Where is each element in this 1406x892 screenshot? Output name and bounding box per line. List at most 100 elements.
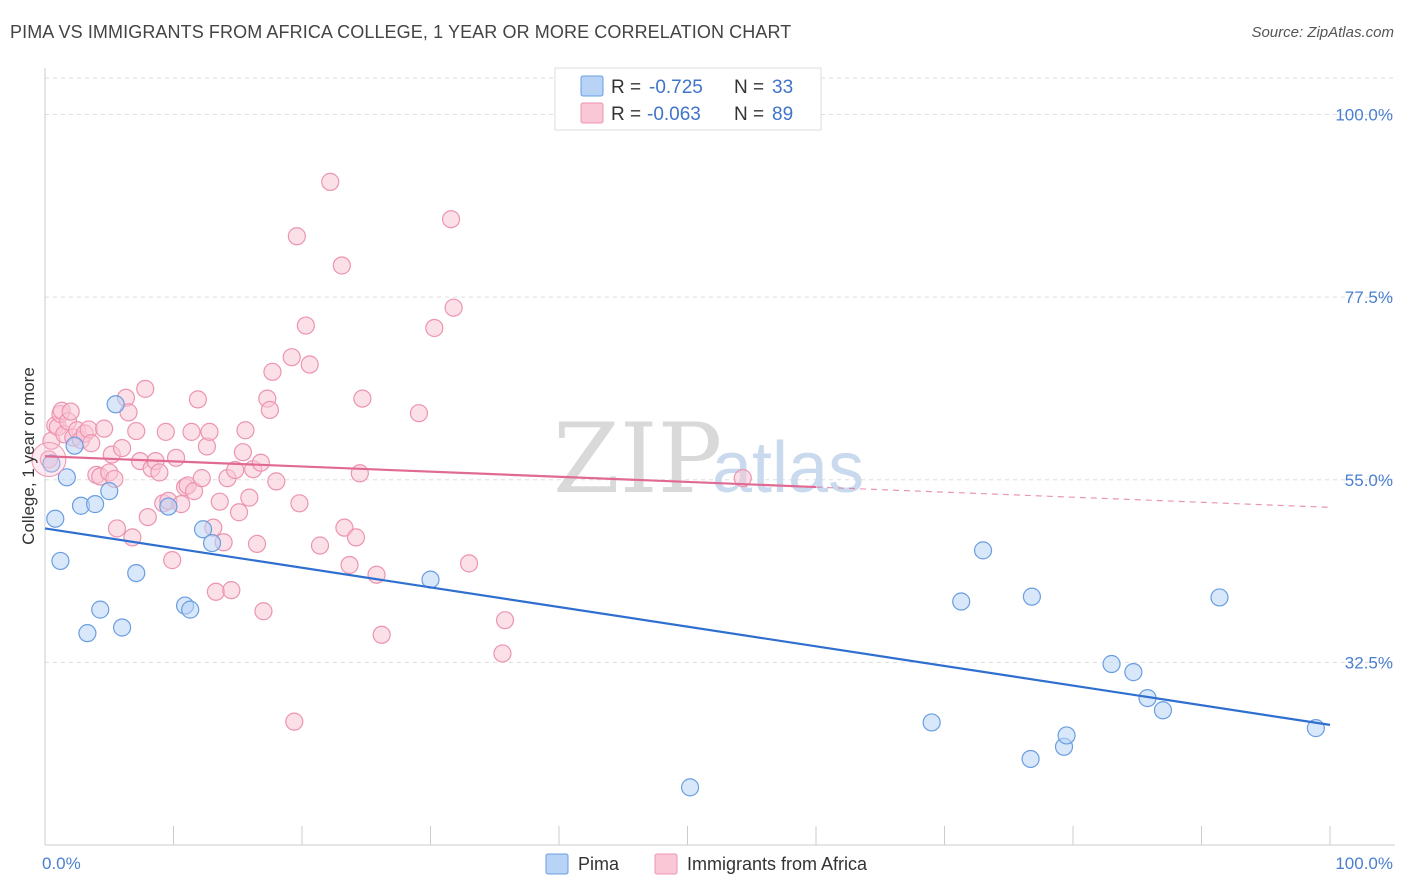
africa-point [444, 298, 463, 317]
points-layer [31, 172, 1325, 797]
africa-point [285, 712, 304, 731]
pima-point [680, 778, 700, 797]
pima-point [1021, 749, 1040, 769]
bottom-legend-swatch-pima [545, 853, 569, 875]
watermark: ZIP atlas [553, 403, 864, 515]
africa-point [260, 400, 279, 420]
africa-point [163, 551, 182, 570]
legend-r-label-africa: R = [611, 104, 641, 125]
africa-point [119, 403, 138, 422]
x-tick-label: 100.0% [1335, 854, 1393, 873]
y-tick-label: 77.5% [1345, 288, 1393, 307]
africa-point [350, 464, 369, 483]
africa-point [136, 379, 155, 398]
africa-point [409, 404, 429, 423]
watermark-atlas: atlas [712, 428, 864, 508]
africa-point [251, 453, 270, 472]
africa-point [206, 582, 226, 601]
pima-point [181, 600, 200, 619]
africa-point [254, 602, 273, 621]
legend-r-label-pima: R = [611, 77, 641, 98]
y-axis-title: College, 1 year or more [19, 367, 38, 545]
africa-point [332, 256, 351, 275]
pima-point [1153, 701, 1173, 720]
africa-point [127, 421, 146, 441]
x-tick-labels: 0.0% 100.0% [42, 854, 1393, 873]
legend-n-value-africa: 89 [772, 104, 793, 125]
africa-point [267, 472, 286, 491]
africa-point [300, 355, 319, 374]
africa-point [192, 469, 211, 488]
africa-point [340, 555, 359, 575]
y-tick-label: 100.0% [1335, 106, 1393, 125]
pima-point [91, 600, 110, 619]
africa-point [210, 492, 229, 511]
africa-point [107, 519, 127, 538]
africa-point [61, 402, 80, 421]
africa-point [282, 348, 301, 367]
source-label: Source: ZipAtlas.com [1251, 24, 1394, 41]
pima-point [106, 395, 125, 414]
africa-point [425, 318, 444, 338]
pima-point [1102, 654, 1121, 674]
africa-point [290, 494, 309, 513]
legend-swatch-pima [580, 75, 604, 97]
legend-n-value-pima: 33 [772, 77, 793, 98]
pima-point [51, 551, 70, 571]
pima-point [1057, 726, 1076, 745]
africa-point [372, 625, 391, 644]
bottom-legend-swatch-africa [654, 853, 678, 875]
legend-box: R = -0.725 N = 33 R = -0.063 N = 89 [554, 67, 822, 131]
africa-point [441, 210, 461, 229]
africa-point [495, 611, 515, 630]
africa-point [200, 422, 219, 441]
legend-swatch-africa [580, 102, 604, 124]
africa-point [188, 390, 208, 409]
pima-point [42, 454, 61, 473]
pima-point [1210, 588, 1229, 607]
pima-point [112, 618, 132, 637]
africa-point [321, 172, 340, 191]
bottom-legend-label-africa: Immigrants from Africa [687, 854, 868, 874]
africa-point [233, 443, 252, 462]
africa-point [459, 554, 479, 573]
africa-point [166, 448, 186, 467]
africa-trend-line [44, 455, 817, 489]
y-tick-label: 32.5% [1345, 653, 1393, 672]
africa-point [222, 581, 241, 600]
pima-point [65, 436, 84, 455]
chart-title: PIMA VS IMMIGRANTS FROM AFRICA COLLEGE, … [10, 22, 792, 42]
grid-layer [45, 77, 1395, 663]
bottom-legend: Pima Immigrants from Africa [545, 853, 868, 875]
africa-point [263, 362, 282, 381]
pima-point [46, 509, 65, 528]
pima-point [127, 564, 146, 583]
legend-r-value-africa: -0.063 [647, 104, 701, 125]
africa-point [247, 534, 267, 553]
pima-point [78, 624, 97, 643]
africa-point [287, 227, 306, 246]
africa-point [310, 536, 330, 555]
africa-point [733, 469, 752, 488]
africa-trend-extension [815, 486, 1331, 508]
pima-point [1022, 587, 1041, 606]
africa-point [493, 644, 512, 663]
legend-r-value-pima: -0.725 [649, 77, 703, 98]
africa-point [353, 389, 372, 408]
pima-point [1124, 663, 1143, 682]
africa-point [182, 422, 201, 441]
africa-point [82, 434, 101, 453]
pima-point [57, 468, 76, 487]
africa-point [236, 421, 255, 440]
legend-n-label-pima: N = [734, 77, 764, 98]
pima-point [922, 713, 941, 732]
pima-point [973, 541, 993, 560]
africa-point [335, 518, 354, 537]
y-tick-label: 55.0% [1345, 471, 1393, 490]
pima-trend-line [44, 527, 1331, 726]
africa-point [226, 460, 245, 480]
africa-point [156, 422, 175, 441]
axes-layer [44, 68, 1395, 846]
africa-point [112, 439, 132, 458]
